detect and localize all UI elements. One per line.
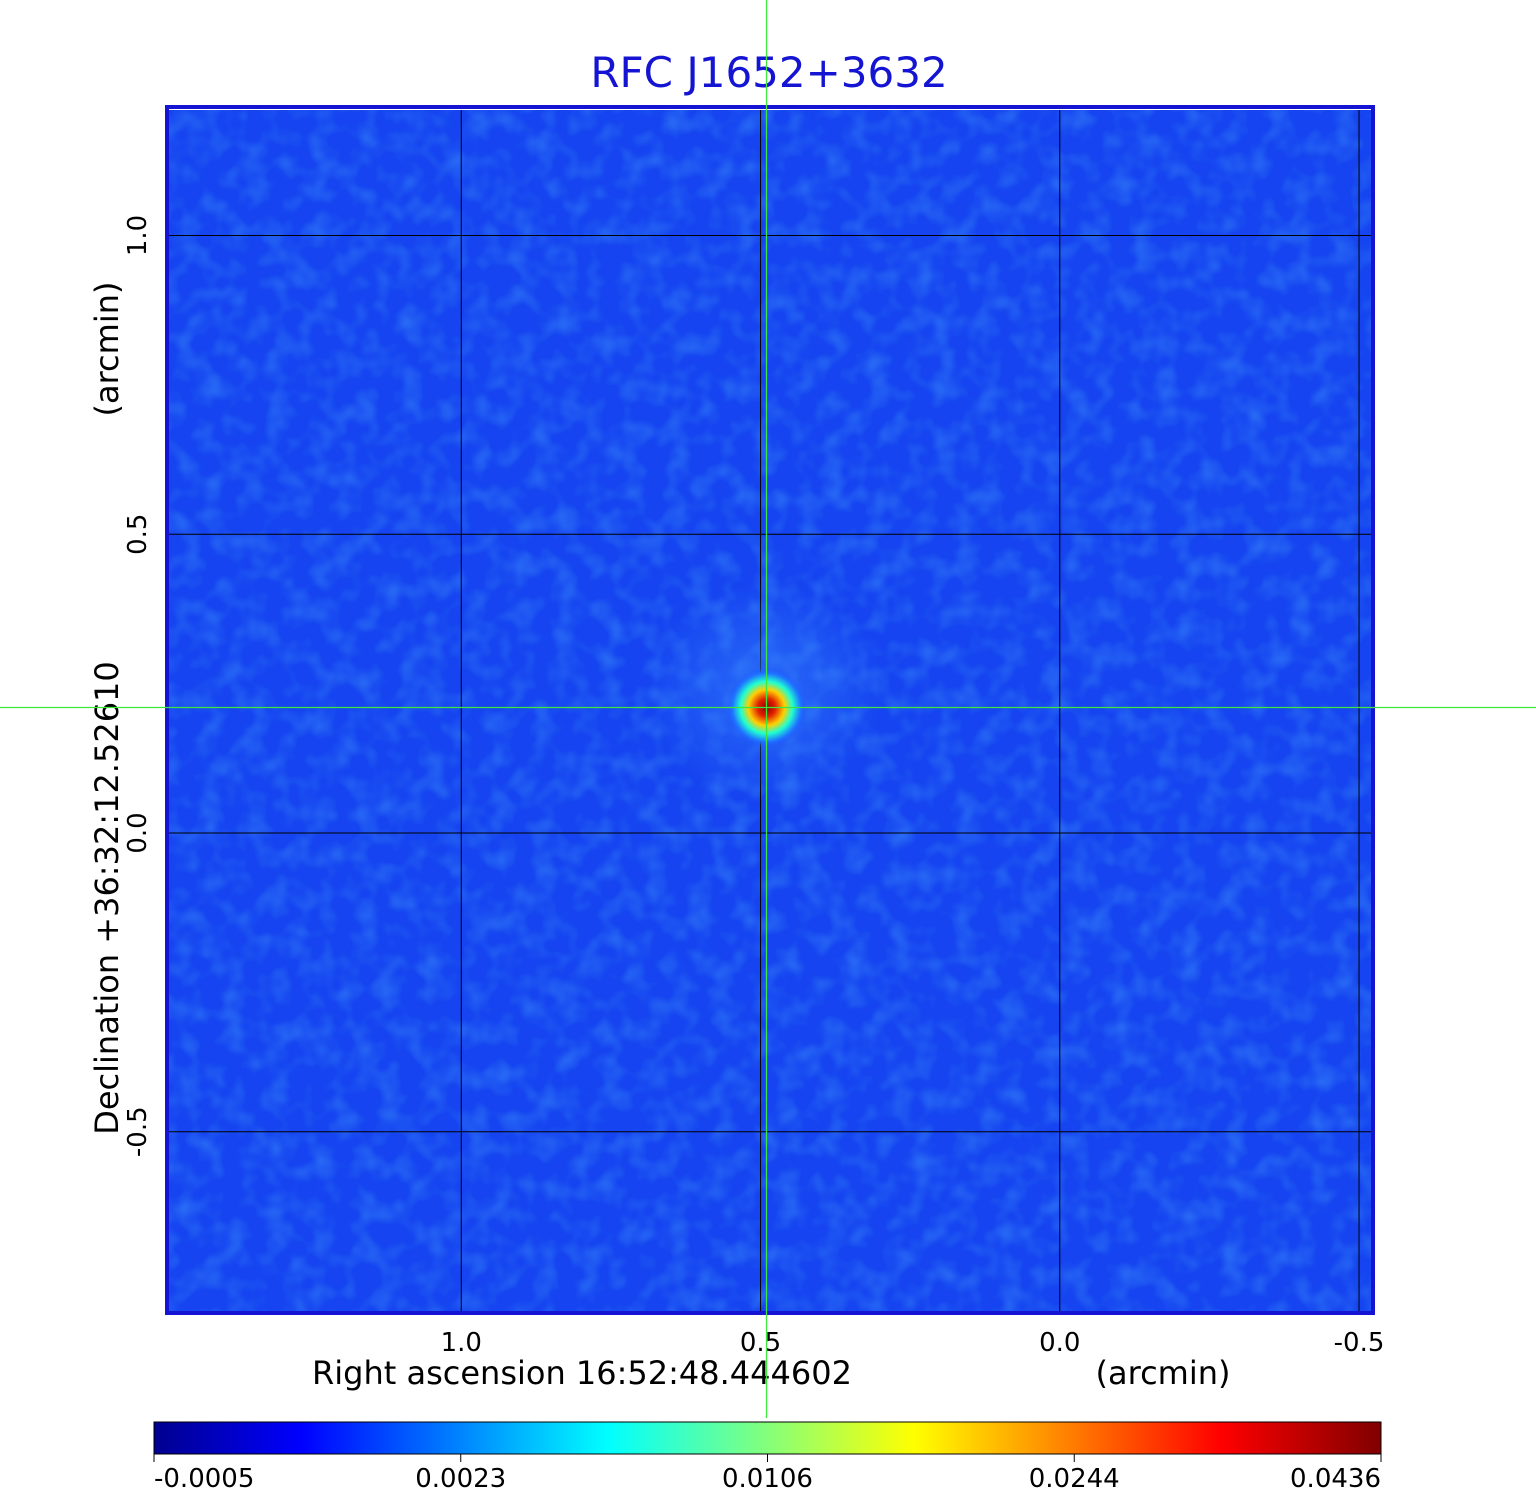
x-tick-labels: 1.0 0.5 0.0 -0.5 bbox=[441, 1328, 1385, 1358]
x-tick-label: 0.0 bbox=[1039, 1328, 1080, 1358]
x-axis-label: Right ascension 16:52:48.444602 bbox=[312, 1354, 852, 1392]
plot-area bbox=[165, 105, 1375, 1315]
colorbar-tick-label: 0.0106 bbox=[722, 1464, 813, 1494]
y-tick-label: 0.0 bbox=[123, 812, 153, 853]
image-frame bbox=[165, 105, 1375, 1315]
colorbar-tick-labels: -0.0005 0.0023 0.0106 0.0244 0.0436 bbox=[153, 1454, 1382, 1494]
y-tick-label: -0.5 bbox=[123, 1106, 153, 1157]
y-axis-unit: (arcmin) bbox=[88, 282, 126, 417]
colorbar-tick-label: -0.0005 bbox=[154, 1464, 254, 1494]
colorbar-tick-label: 0.0023 bbox=[415, 1464, 506, 1494]
chart-title: RFC J1652+3632 bbox=[590, 48, 947, 97]
x-tick-label: 1.0 bbox=[441, 1328, 482, 1358]
colorbar bbox=[153, 1421, 1382, 1455]
x-tick-label: -0.5 bbox=[1334, 1328, 1385, 1358]
x-axis-unit: (arcmin) bbox=[1096, 1354, 1231, 1392]
y-tick-label: 0.5 bbox=[123, 514, 153, 555]
y-tick-labels: 1.0 0.5 0.0 -0.5 bbox=[123, 215, 153, 1157]
y-axis-label: Declination +36:32:12.52610 bbox=[88, 661, 126, 1135]
grid-lines bbox=[168, 110, 1371, 1311]
x-tick-label: 0.5 bbox=[740, 1328, 781, 1358]
colorbar-tick-label: 0.0244 bbox=[1029, 1464, 1120, 1494]
y-tick-label: 1.0 bbox=[123, 215, 153, 256]
colorbar-tick-label: 0.0436 bbox=[1290, 1464, 1381, 1494]
